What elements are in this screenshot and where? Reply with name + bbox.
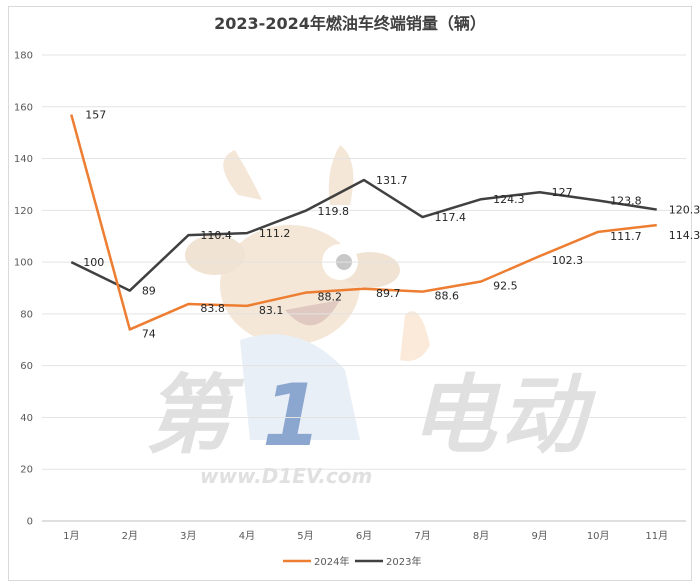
data-label: 127 <box>552 186 573 199</box>
data-label: 111.7 <box>610 230 642 243</box>
data-labels: 157 74 83.8 83.1 88.2 89.7 88.6 92.5 102.3 111.7 1… <box>83 109 700 341</box>
x-tick-label: 8月 <box>473 530 489 542</box>
x-tick-label: 4月 <box>239 530 255 542</box>
x-tick-label: 1月 <box>63 530 79 542</box>
chart-title: 2023-2024年燃油车终端销量（辆） <box>214 14 486 33</box>
data-label: 110.4 <box>200 229 232 242</box>
x-tick-label: 3月 <box>180 530 196 542</box>
x-tick-label: 10月 <box>587 530 610 542</box>
watermark-url: www.D1EV.com <box>200 464 372 488</box>
mascot-illustration <box>185 145 430 440</box>
x-tick-label: 6月 <box>356 530 372 542</box>
chart-frame <box>8 6 692 581</box>
watermark-char-1: 第 <box>145 366 245 466</box>
data-label: 83.1 <box>259 304 284 317</box>
series-line-2023年 <box>70 178 657 292</box>
watermark-char-2: 1 <box>262 366 322 466</box>
data-label: 119.8 <box>317 205 349 218</box>
x-tick-label: 9月 <box>531 530 547 542</box>
data-label: 102.3 <box>552 254 584 267</box>
data-label: 124.3 <box>493 193 525 206</box>
data-label: 89 <box>142 285 156 298</box>
data-label: 88.6 <box>435 290 460 303</box>
data-label: 117.4 <box>435 211 467 224</box>
y-axis: 0 20 40 60 80 100 120 140 160 180 <box>14 51 33 528</box>
x-tick-label: 7月 <box>414 530 430 542</box>
data-label: 92.5 <box>493 280 518 293</box>
y-tick-label: 120 <box>14 206 33 217</box>
data-label: 111.2 <box>259 227 291 240</box>
y-tick-label: 40 <box>20 413 33 424</box>
data-label: 131.7 <box>376 174 408 187</box>
series-line-2024年 <box>70 114 657 331</box>
data-label: 157 <box>85 109 106 122</box>
y-tick-label: 180 <box>14 51 33 62</box>
watermark-char-3: 电 <box>410 366 502 466</box>
legend: 2024年 2023年 <box>283 555 421 568</box>
data-label: 83.8 <box>200 302 225 315</box>
gridlines <box>42 54 686 522</box>
y-tick-label: 140 <box>14 154 33 165</box>
x-tick-label: 11月 <box>645 530 668 542</box>
data-label: 123.8 <box>610 194 642 207</box>
data-label: 100 <box>83 256 104 269</box>
watermark-logo: 第 1 电 动 www.D1EV.com <box>145 145 597 488</box>
data-label: 88.2 <box>317 291 342 304</box>
data-label: 120.3 <box>669 204 700 217</box>
watermark-char-4: 动 <box>500 366 597 466</box>
x-tick-label: 2月 <box>122 530 138 542</box>
y-tick-label: 100 <box>14 258 33 269</box>
data-label: 114.3 <box>669 229 700 242</box>
x-axis: 1月 2月 3月 4月 5月 6月 7月 8月 9月 10月 11月 <box>63 530 668 542</box>
legend-label: 2024年 <box>314 555 349 568</box>
y-tick-label: 20 <box>20 465 33 476</box>
y-tick-label: 80 <box>20 309 33 320</box>
x-tick-label: 5月 <box>297 530 313 542</box>
y-tick-label: 60 <box>20 361 33 372</box>
data-label: 74 <box>142 327 156 340</box>
series-lines <box>70 114 657 331</box>
y-tick-label: 0 <box>27 517 33 528</box>
legend-label: 2023年 <box>386 555 421 568</box>
y-tick-label: 160 <box>14 102 33 113</box>
data-label: 89.7 <box>376 287 401 300</box>
